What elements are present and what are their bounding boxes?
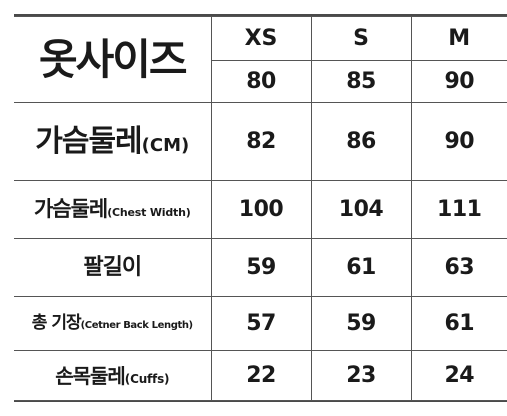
- table-row: 가슴둘레(Chest Width) 100 104 111: [14, 180, 507, 239]
- value-cell: 104: [310, 180, 412, 239]
- row-label: 팔길이: [14, 238, 212, 297]
- size-xs-number: 80: [211, 60, 312, 103]
- value-cell: 24: [410, 350, 507, 401]
- size-s-header: S: [310, 16, 412, 61]
- table-row: 총 기장(Cetner Back Length) 57 59 61: [14, 296, 507, 351]
- value-cell: 82: [210, 102, 312, 181]
- size-chart: 옷사이즈 XS S M 80 85 90 가슴둘레(CM) 82 86 90 가…: [14, 14, 507, 402]
- row-label-text: 가슴둘레: [33, 197, 108, 221]
- row-label-text: 손목둘레: [55, 363, 126, 388]
- value-cell: 22: [210, 350, 312, 401]
- value-cell: 61: [310, 238, 412, 297]
- size-table: 옷사이즈 XS S M 80 85 90 가슴둘레(CM) 82 86 90 가…: [14, 16, 507, 401]
- table-row: 손목둘레(Cuffs) 22 23 24: [14, 350, 507, 401]
- row-label: 손목둘레(Cuffs): [14, 350, 212, 401]
- value-cell: 111: [410, 180, 507, 239]
- table-row: 팔길이 59 61 63: [14, 238, 507, 297]
- value-cell: 59: [210, 238, 312, 297]
- value-cell: 61: [410, 296, 507, 351]
- row-label-unit: (Cetner Back Length): [80, 320, 194, 331]
- table-row: 가슴둘레(CM) 82 86 90: [14, 102, 507, 181]
- size-xs-header: XS: [210, 16, 312, 61]
- row-label-text: 총 기장: [31, 313, 82, 333]
- value-cell: 23: [310, 350, 412, 401]
- size-s-number: 85: [310, 60, 412, 103]
- row-label-unit: (Cuffs): [124, 371, 170, 386]
- row-label: 가슴둘레(Chest Width): [14, 180, 212, 239]
- row-label-unit: (Chest Width): [107, 206, 191, 219]
- size-m-number: 90: [410, 60, 507, 103]
- size-number-row: 80 85 90: [14, 60, 507, 103]
- value-cell: 100: [210, 180, 312, 239]
- size-header-row: 옷사이즈 XS S M: [14, 16, 507, 103]
- row-label: 총 기장(Cetner Back Length): [14, 296, 212, 351]
- value-cell: 59: [310, 296, 412, 351]
- row-label-unit: (CM): [141, 134, 190, 156]
- value-cell: 86: [310, 102, 412, 181]
- table-title: 옷사이즈: [14, 16, 212, 103]
- size-m-header: M: [410, 16, 507, 61]
- value-cell: 90: [410, 102, 507, 181]
- row-label-text: 가슴둘레: [35, 123, 142, 159]
- row-label: 가슴둘레(CM): [14, 102, 212, 181]
- value-cell: 63: [410, 238, 507, 297]
- value-cell: 57: [210, 296, 312, 351]
- row-label-text: 팔길이: [83, 254, 142, 280]
